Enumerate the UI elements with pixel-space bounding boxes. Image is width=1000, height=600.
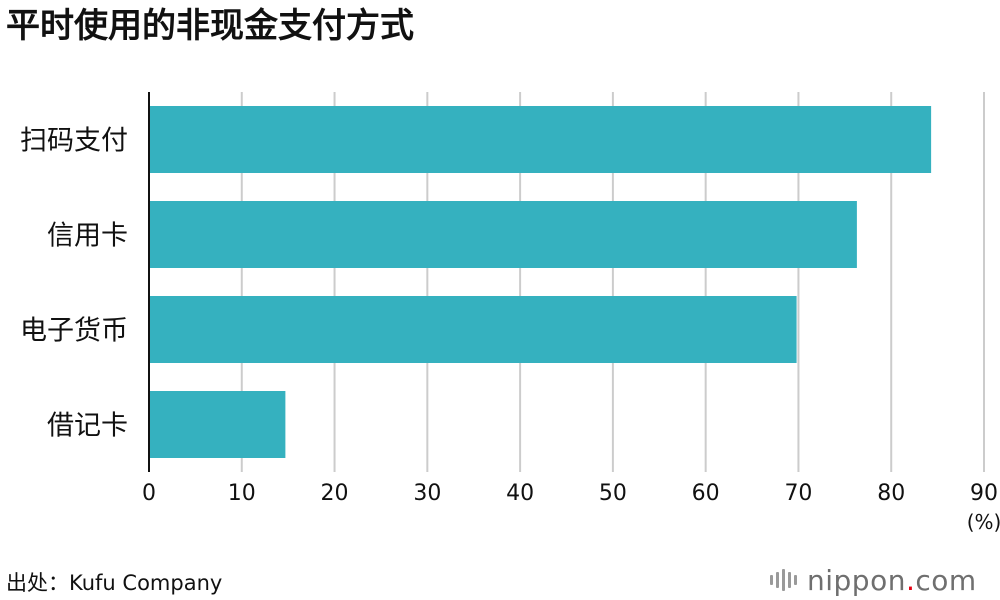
x-tick-label-10: 10 — [228, 481, 256, 506]
logo-name: nippon — [807, 563, 906, 597]
logo-mark-icon — [770, 569, 797, 591]
logo-dot: . — [905, 563, 916, 597]
category-label-1: 信用卡 — [47, 221, 128, 252]
x-tick-label-20: 20 — [321, 481, 349, 506]
chart-title: 平时使用的非现金支付方式 — [6, 6, 414, 46]
logo-wordmark: nippon.com — [807, 564, 977, 597]
x-tick-label-90: 90 — [970, 481, 998, 506]
x-tick-label-40: 40 — [506, 481, 534, 506]
x-tick-label-60: 60 — [692, 481, 720, 506]
x-unit-label: (%) — [967, 510, 1000, 534]
bar-2 — [149, 296, 797, 363]
category-label-0: 扫码支付 — [20, 126, 128, 157]
x-tick-label-30: 30 — [413, 481, 441, 506]
bar-3 — [149, 391, 286, 458]
x-tick-label-50: 50 — [599, 481, 627, 506]
bar-1 — [149, 201, 857, 268]
logo-tld: com — [915, 563, 977, 597]
category-label-2: 电子货币 — [20, 316, 128, 347]
bar-0 — [149, 106, 932, 173]
source-note: 出处：Kufu Company — [6, 571, 223, 595]
nippon-logo: nippon.com — [770, 560, 995, 600]
x-tick-label-70: 70 — [784, 481, 812, 506]
x-tick-label-0: 0 — [142, 481, 156, 506]
x-tick-label-80: 80 — [877, 481, 905, 506]
category-label-3: 借记卡 — [47, 411, 128, 442]
